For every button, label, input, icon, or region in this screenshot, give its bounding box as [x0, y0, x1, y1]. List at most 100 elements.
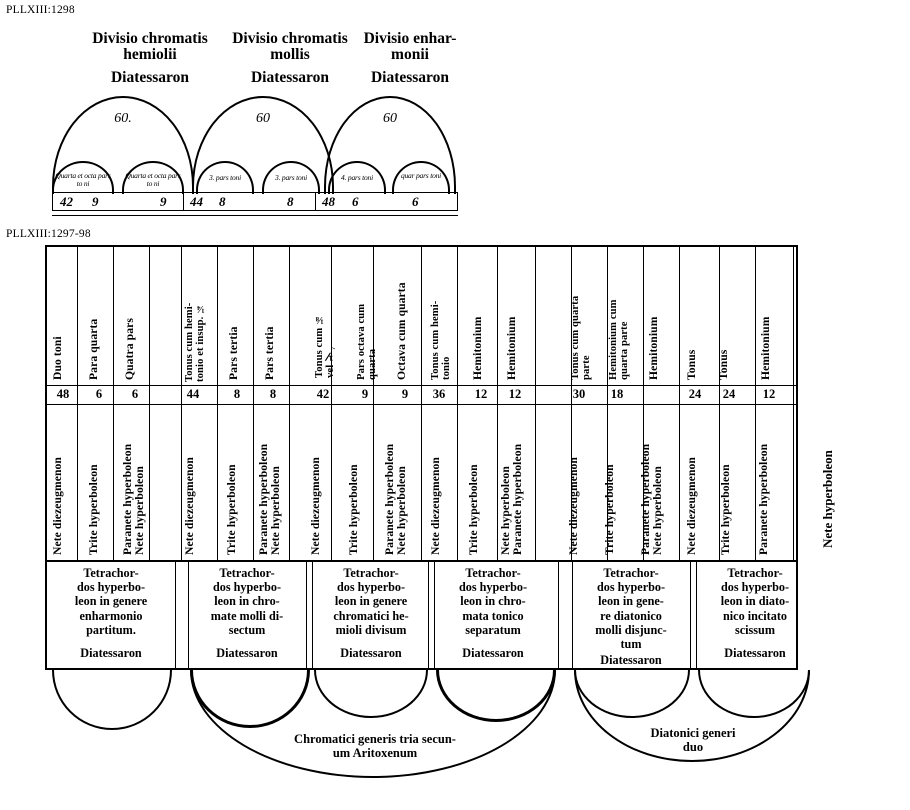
- col-label-upper-4: Tonus cum hemi- tonio et insup. ¼: [184, 302, 206, 382]
- tetrachord-box-divider-6: [558, 560, 559, 670]
- col-label-lower-15: Paranete hyperboleon Nete hyperboleon: [639, 443, 664, 555]
- top-group-2-number-1: 44: [190, 194, 203, 209]
- tetrachord-box-2-diatessaron: Diatessaron: [340, 646, 402, 661]
- col-number-11: 12: [474, 387, 488, 401]
- top-group-1-number-3: 9: [160, 194, 167, 209]
- col-label-upper-1: Para quarta: [87, 318, 100, 380]
- col-label-lower-9: Paranete hyperboleon Nete hyperboleon: [383, 443, 408, 555]
- tetrachord-box-4-diatessaron: Diatessaron: [600, 653, 662, 668]
- folio-reference-main: PLLXIII:1297-98: [6, 228, 91, 240]
- col-label-upper-12: Hemitonium: [505, 316, 518, 380]
- col-label-upper-14: Hemitonium cum quarta parte: [608, 299, 630, 380]
- col-label-lower-11: Trite hyperboleon: [467, 464, 480, 555]
- top-group-3-subtitle: Diatessaron: [370, 69, 450, 86]
- tetrachord-box-5-text: Tetrachor- dos hyperbo- leon in diato- n…: [720, 566, 790, 637]
- table-column-rule-11: [497, 247, 498, 560]
- top-group-3-title-line2: monii: [391, 46, 429, 63]
- col-label-lower-7: Nete diezeugmenon: [309, 457, 322, 555]
- table-column-rule-14: [607, 247, 608, 560]
- table-column-rule-12: [535, 247, 536, 560]
- table-column-rule-1: [113, 247, 114, 560]
- col-label-lower-10: Nete diezeugmenon: [429, 457, 442, 555]
- col-number-18: 12: [762, 387, 776, 401]
- top-group-2-small-arc-1-text: 3. pars toni: [209, 173, 241, 182]
- table-column-rule-16: [679, 247, 680, 560]
- col-number-10: 36: [432, 387, 446, 401]
- col-number-6: 8: [269, 387, 277, 401]
- col-label-lower-4: Nete diezeugmenon: [183, 457, 196, 555]
- col-label-lower-18: Paranete hyperboleon: [757, 443, 770, 555]
- col-number-5: 8: [233, 387, 241, 401]
- top-group-3-big-arc-value: 60: [383, 111, 397, 126]
- col-label-lower-8: Trite hyperboleon: [347, 464, 360, 555]
- tetrachord-box-divider-8: [690, 560, 691, 670]
- tetrachord-box-divider-7: [572, 560, 573, 670]
- bottom-arc-0: [52, 670, 172, 730]
- top-group-1-number-1: 42: [60, 194, 73, 209]
- tetrachord-box-5: Tetrachor- dos hyperbo- leon in diato- n…: [696, 566, 814, 660]
- top-group-2-subtitle: Diatessaron: [250, 69, 330, 86]
- col-label-lower-16: Nete diezeugmenon: [685, 457, 698, 555]
- col-label-lower-1: Trite hyperboleon: [87, 464, 100, 555]
- tetrachord-box-divider-1: [188, 560, 189, 670]
- col-number-7: 42: [316, 387, 330, 401]
- col-label-lower-5: Trite hyperboleon: [225, 464, 238, 555]
- col-number-1: 6: [95, 387, 103, 401]
- tetrachord-box-4: Tetrachor- dos hyperbo- leon in gene- re…: [572, 566, 690, 667]
- table-column-rule-13: [571, 247, 572, 560]
- col-label-lower-14: Trite hyperboleon: [603, 464, 616, 555]
- tetrachord-box-2: Tetrachor- dos hyperbo- leon in genere c…: [312, 566, 430, 660]
- table-columns: [45, 245, 798, 670]
- table-column-rule-19: [793, 247, 794, 560]
- table-column-rule-9: [421, 247, 422, 560]
- col-number-0: 48: [56, 387, 70, 401]
- table-column-rule-0: [77, 247, 78, 560]
- col-label-lower-0: Nete diezeugmenon: [51, 457, 64, 555]
- number-band-divider-1: [183, 193, 184, 210]
- tetrachord-box-3-text: Tetrachor- dos hyperbo- leon in chro- ma…: [458, 566, 528, 637]
- top-group-1-title-line2: hemiolii: [123, 46, 177, 63]
- col-number-13: 30: [572, 387, 586, 401]
- tetrachord-box-0-text: Tetrachor- dos hyperbo- leon in genere e…: [74, 566, 148, 637]
- col-label-lower-6: Paranete hyperboleon Nete hyperboleon: [257, 443, 282, 555]
- tetrachord-box-0-diatessaron: Diatessaron: [80, 646, 142, 661]
- tetrachord-box-3: Tetrachor- dos hyperbo- leon in chro- ma…: [434, 566, 552, 660]
- number-band-divider-2: [315, 193, 316, 210]
- tetrachord-box-4-text: Tetrachor- dos hyperbo- leon in gene- re…: [595, 566, 667, 652]
- table-rule-boxes-top: [45, 560, 798, 562]
- tetrachord-box-5-diatessaron: Diatessaron: [724, 646, 786, 661]
- tetrachord-box-divider-9: [696, 560, 697, 670]
- table-column-rule-8: [373, 247, 374, 560]
- top-group-3-number-2: 6: [352, 194, 359, 209]
- tetrachord-box-1-diatessaron: Diatessaron: [216, 646, 278, 661]
- col-label-lower-17: Trite hyperboleon: [719, 464, 732, 555]
- top-group-2-number-2: 8: [219, 194, 226, 209]
- tetrachord-box-divider-4: [428, 560, 429, 670]
- tetrachord-box-1: Tetrachor- dos hyperbo- leon in chro- ma…: [188, 566, 306, 660]
- top-diagram-number-band: [52, 192, 458, 211]
- top-group-2-big-arc-value: 60: [256, 111, 270, 126]
- col-label-upper-15: Hemitonium: [647, 316, 660, 380]
- col-number-17: 24: [722, 387, 736, 401]
- col-number-9: 9: [401, 387, 409, 401]
- tetrachord-box-divider-5: [434, 560, 435, 670]
- top-group-3-small-arc-2-text: quar pars toni: [400, 171, 442, 180]
- top-group-1-subtitle: Diatessaron: [110, 69, 190, 86]
- tetrachord-box-divider-2: [306, 560, 307, 670]
- top-group-1-small-arc-1-text: Quarta et octa pars to ni: [55, 171, 111, 188]
- col-label-upper-6: Pars tertia: [263, 326, 276, 380]
- col-label-upper-0: Duo toni: [51, 336, 64, 380]
- col-number-4: 44: [186, 387, 200, 401]
- table-column-rule-5: [253, 247, 254, 560]
- col-number-8: 9: [361, 387, 369, 401]
- top-group-2-title-line1: Divisio chromatis: [232, 30, 348, 47]
- outside-right-label: Nete hyperboleon: [820, 450, 835, 548]
- folio-reference-top: PLLXIII:1298: [6, 4, 75, 16]
- tetrachord-box-divider-0: [175, 560, 176, 670]
- col-number-12: 12: [508, 387, 522, 401]
- top-group-3-number-1: 48: [322, 194, 335, 209]
- table-column-rule-18: [755, 247, 756, 560]
- top-group-2-number-3: 8: [287, 194, 294, 209]
- col-label-lower-12: Nete hyperboleon Paranete hyperboleon: [499, 443, 524, 555]
- tetrachord-box-2-text: Tetrachor- dos hyperbo- leon in genere c…: [333, 566, 409, 637]
